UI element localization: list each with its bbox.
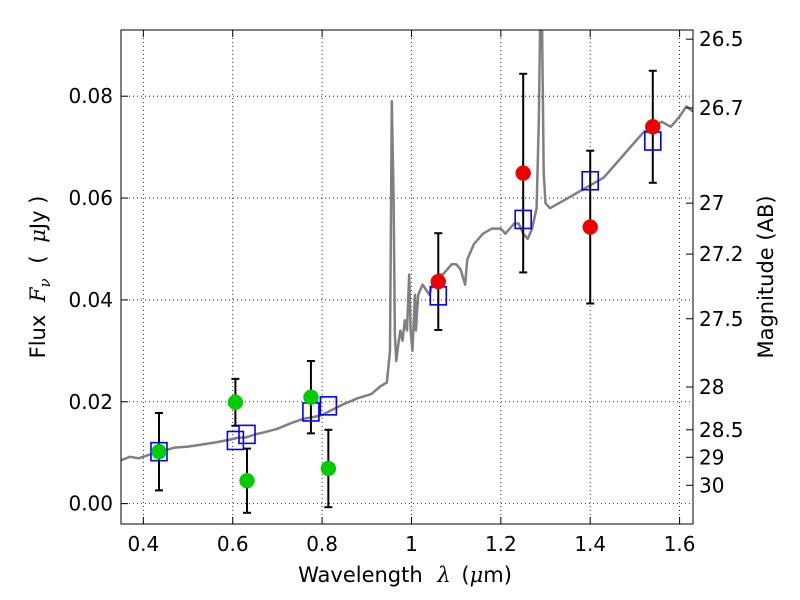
y2-tick-labels: 26.5 26.7 27 27.2 27.5 28 28.5 29 30 — [699, 27, 744, 497]
y-tick-label: 0.08 — [68, 84, 113, 108]
model-point — [238, 424, 256, 445]
observed-point — [515, 165, 531, 181]
y2-tick-label: 28.5 — [699, 418, 744, 442]
observed-point — [227, 394, 244, 411]
x-tick-label: 1.4 — [574, 532, 606, 556]
x-tick-labels: 0.4 0.6 0.8 1 1.2 1.4 1.6 — [127, 532, 695, 556]
x-tick-label: 0.8 — [306, 532, 338, 556]
y-axis-unit-mu: μ — [26, 229, 50, 243]
observed-point — [645, 119, 661, 135]
y-tick-label: 0.00 — [68, 492, 113, 516]
y2-tick-label: 29 — [699, 445, 724, 469]
x-tick-label: 0.4 — [127, 532, 159, 556]
observed-point — [303, 389, 319, 405]
y2-tick-label: 27.2 — [699, 242, 744, 266]
observed-point — [151, 443, 167, 460]
y-tick-label: 0.06 — [68, 186, 113, 210]
y-tick-label: 0.04 — [68, 288, 113, 312]
ticks — [121, 30, 693, 524]
plot-background — [121, 30, 693, 524]
x-tick-label: 1.2 — [485, 532, 517, 556]
y2-axis-label: Magnitude (AB) — [754, 195, 778, 358]
x-axis-unit-open: ( — [461, 563, 469, 587]
y2-tick-label: 27 — [699, 191, 724, 215]
x-tick-label: 1.6 — [664, 532, 696, 556]
observed-point — [320, 460, 337, 477]
x-axis-label: Wavelength λ (μm) — [298, 563, 512, 587]
observed-circle-layer — [151, 119, 661, 489]
model-point — [226, 430, 245, 451]
x-axis-unit-mu: μ — [470, 563, 484, 587]
y-axis-symbol-sub: ν — [36, 278, 54, 287]
y-axis-symbol: F — [26, 286, 50, 303]
y2-tick-label: 30 — [699, 473, 724, 497]
x-tick-label: 0.6 — [217, 532, 249, 556]
y-tick-labels: 0.00 0.02 0.04 0.06 0.08 — [68, 84, 113, 515]
model-point — [319, 396, 338, 416]
y-axis-label: Flux Fν ( μJy ) — [26, 196, 55, 359]
observed-point — [239, 472, 255, 489]
y-axis-label-text: Flux — [26, 315, 50, 359]
model-point — [581, 170, 600, 191]
model-point — [514, 209, 532, 230]
x-axis-label-text: Wavelength — [298, 563, 423, 587]
y2-tick-label: 28 — [699, 375, 724, 399]
observed-point — [430, 273, 447, 290]
y-axis-unit-open: ( — [26, 255, 50, 263]
plot-frame — [120, 29, 694, 525]
y2-tick-label: 26.7 — [699, 96, 744, 120]
plot-area — [120, 29, 694, 525]
grid — [121, 30, 693, 524]
model-point — [150, 441, 168, 462]
x-axis-symbol: λ — [436, 563, 450, 587]
y2-tick-label: 26.5 — [699, 27, 744, 51]
x-tick-label: 1 — [405, 532, 418, 556]
x-axis-unit-rest: m) — [483, 563, 512, 587]
y-tick-label: 0.02 — [68, 390, 113, 414]
y-axis-unit-rest: Jy ) — [26, 196, 50, 232]
observed-point — [582, 219, 598, 235]
y2-tick-label: 27.5 — [699, 307, 744, 331]
